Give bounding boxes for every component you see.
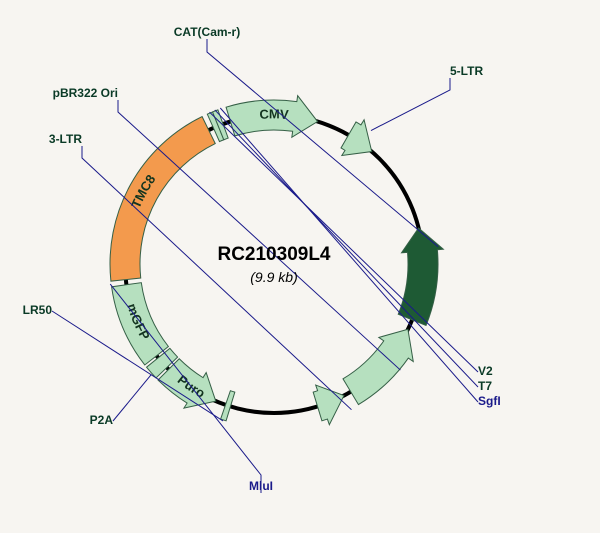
label-T7: T7 [478,379,492,393]
label-LR50: LR50 [23,303,53,317]
plasmid-name: RC210309L4 [217,244,330,265]
feature-pBR322 [343,329,413,404]
label-CAT: CAT(Cam-r) [174,25,240,39]
plasmid-size: (9.9 kb) [250,269,297,285]
label-pBR322: pBR322 Ori [53,86,118,100]
label-P2A: P2A [90,413,114,427]
label-MluI: MluI [249,479,273,493]
label-SgfI: SgfI [478,394,501,408]
leader-5LTR [371,78,450,131]
label-5LTR: 5-LTR [450,64,483,78]
feature-5LTR [341,120,372,156]
feature-3LTR [313,385,344,425]
leader-V2 [210,112,478,372]
label-3LTR: 3-LTR [49,132,82,146]
label-V2: V2 [478,364,493,378]
leader-P2A [113,374,151,421]
